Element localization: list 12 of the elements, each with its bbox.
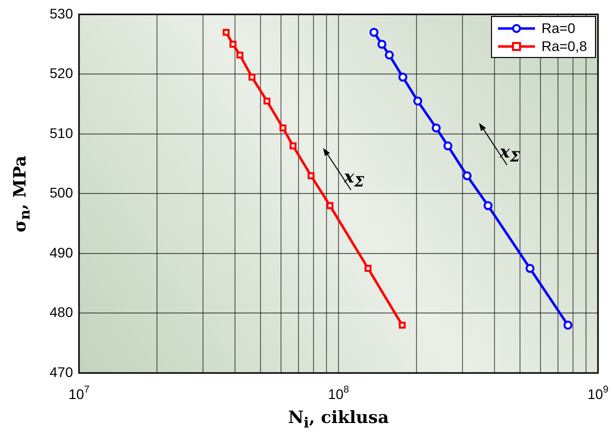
y-tick-label: 530 [50, 5, 74, 22]
x-axis-title: N$_{i}$, ciklusa [288, 408, 389, 432]
y-tick-label: 480 [50, 304, 74, 320]
y-tick-label: 500 [50, 184, 74, 201]
y-tick-label: 520 [50, 65, 74, 82]
legend-label: Ra=0 [541, 20, 576, 36]
legend-label: Ra=0,8 [541, 38, 587, 54]
y-tick-label: 510 [50, 124, 74, 141]
annotation: x$_{Σ}$ [500, 142, 520, 166]
annotation: x$_{Σ}$ [344, 168, 364, 192]
y-tick-label: 490 [50, 244, 74, 260]
y-tick-label: 470 [50, 364, 74, 380]
